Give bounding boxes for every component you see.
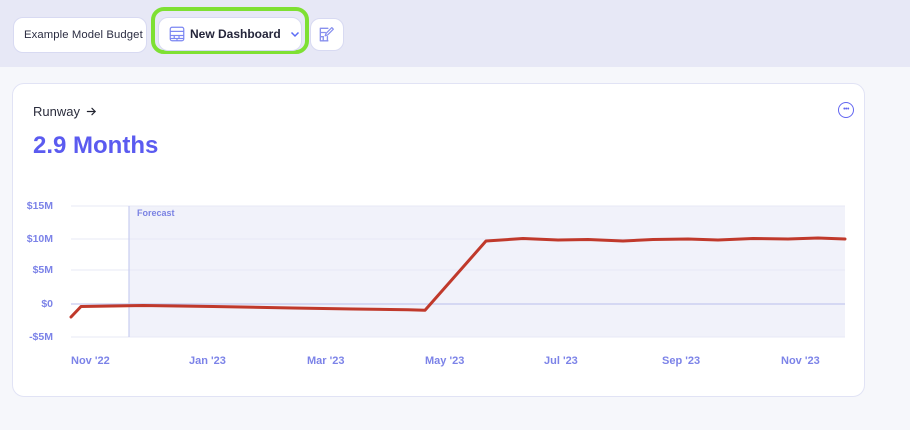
svg-text:Forecast: Forecast [137, 208, 175, 218]
